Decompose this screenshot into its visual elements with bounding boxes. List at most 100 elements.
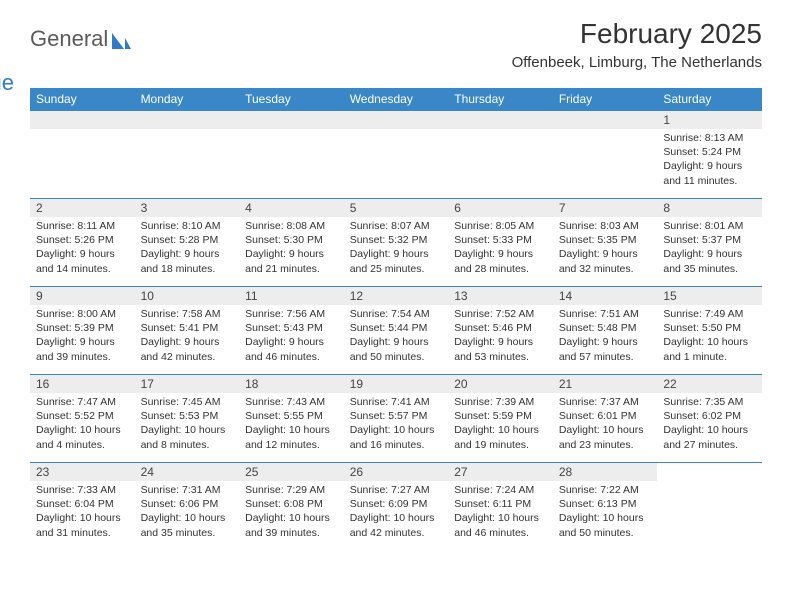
sunrise-text: Sunrise: 7:33 AM [36, 483, 129, 497]
day-number: 16 [30, 375, 135, 393]
daylight-text: and 25 minutes. [350, 262, 443, 276]
sunrise-text: Sunrise: 8:11 AM [36, 219, 129, 233]
day-number: 4 [239, 199, 344, 217]
calendar-cell: 7Sunrise: 8:03 AMSunset: 5:35 PMDaylight… [553, 199, 658, 287]
page: General Blue February 2025 Offenbeek, Li… [0, 0, 792, 551]
header-row: General Blue February 2025 Offenbeek, Li… [30, 18, 762, 78]
empty-day-bar [344, 111, 449, 129]
day-number: 13 [448, 287, 553, 305]
sunset-text: Sunset: 6:01 PM [559, 409, 652, 423]
calendar-cell: 16Sunrise: 7:47 AMSunset: 5:52 PMDayligh… [30, 375, 135, 463]
weekday-header: Thursday [448, 88, 553, 111]
sunrise-text: Sunrise: 7:49 AM [663, 307, 756, 321]
daylight-text: Daylight: 10 hours [36, 423, 129, 437]
calendar-cell: 4Sunrise: 8:08 AMSunset: 5:30 PMDaylight… [239, 199, 344, 287]
daylight-text: and 57 minutes. [559, 350, 652, 364]
calendar-week-row: 2Sunrise: 8:11 AMSunset: 5:26 PMDaylight… [30, 199, 762, 287]
day-data: Sunrise: 8:03 AMSunset: 5:35 PMDaylight:… [553, 217, 658, 278]
sunset-text: Sunset: 5:24 PM [663, 145, 756, 159]
page-title: February 2025 [512, 18, 762, 50]
day-data: Sunrise: 7:51 AMSunset: 5:48 PMDaylight:… [553, 305, 658, 366]
daylight-text: Daylight: 10 hours [454, 511, 547, 525]
day-data: Sunrise: 8:13 AMSunset: 5:24 PMDaylight:… [657, 129, 762, 190]
daylight-text: Daylight: 10 hours [454, 423, 547, 437]
calendar-cell [553, 111, 658, 199]
sunset-text: Sunset: 6:11 PM [454, 497, 547, 511]
day-data: Sunrise: 8:00 AMSunset: 5:39 PMDaylight:… [30, 305, 135, 366]
daylight-text: Daylight: 9 hours [454, 247, 547, 261]
daylight-text: Daylight: 9 hours [454, 335, 547, 349]
sunset-text: Sunset: 5:37 PM [663, 233, 756, 247]
calendar-cell: 3Sunrise: 8:10 AMSunset: 5:28 PMDaylight… [135, 199, 240, 287]
sunset-text: Sunset: 5:43 PM [245, 321, 338, 335]
sunrise-text: Sunrise: 7:35 AM [663, 395, 756, 409]
sunrise-text: Sunrise: 8:01 AM [663, 219, 756, 233]
calendar-cell: 5Sunrise: 8:07 AMSunset: 5:32 PMDaylight… [344, 199, 449, 287]
day-data: Sunrise: 7:37 AMSunset: 6:01 PMDaylight:… [553, 393, 658, 454]
calendar-cell: 13Sunrise: 7:52 AMSunset: 5:46 PMDayligh… [448, 287, 553, 375]
daylight-text: and 14 minutes. [36, 262, 129, 276]
daylight-text: and 35 minutes. [141, 526, 234, 540]
daylight-text: Daylight: 10 hours [350, 423, 443, 437]
day-data: Sunrise: 8:07 AMSunset: 5:32 PMDaylight:… [344, 217, 449, 278]
sunset-text: Sunset: 6:06 PM [141, 497, 234, 511]
calendar-cell: 22Sunrise: 7:35 AMSunset: 6:02 PMDayligh… [657, 375, 762, 463]
sunset-text: Sunset: 5:48 PM [559, 321, 652, 335]
daylight-text: and 39 minutes. [36, 350, 129, 364]
daylight-text: and 50 minutes. [350, 350, 443, 364]
sunrise-text: Sunrise: 8:10 AM [141, 219, 234, 233]
calendar-week-row: 16Sunrise: 7:47 AMSunset: 5:52 PMDayligh… [30, 375, 762, 463]
sunrise-text: Sunrise: 7:52 AM [454, 307, 547, 321]
sunset-text: Sunset: 5:41 PM [141, 321, 234, 335]
calendar-cell [657, 463, 762, 551]
daylight-text: and 31 minutes. [36, 526, 129, 540]
calendar-cell [30, 111, 135, 199]
daylight-text: and 46 minutes. [245, 350, 338, 364]
day-number: 2 [30, 199, 135, 217]
logo-text-general: General [30, 26, 108, 52]
calendar-cell: 14Sunrise: 7:51 AMSunset: 5:48 PMDayligh… [553, 287, 658, 375]
sunset-text: Sunset: 5:59 PM [454, 409, 547, 423]
weekday-header: Saturday [657, 88, 762, 111]
title-block: February 2025 Offenbeek, Limburg, The Ne… [512, 18, 762, 71]
calendar-cell [239, 111, 344, 199]
sunset-text: Sunset: 6:08 PM [245, 497, 338, 511]
daylight-text: Daylight: 10 hours [663, 423, 756, 437]
calendar-cell: 23Sunrise: 7:33 AMSunset: 6:04 PMDayligh… [30, 463, 135, 551]
weekday-header: Monday [135, 88, 240, 111]
sunset-text: Sunset: 5:33 PM [454, 233, 547, 247]
day-number: 9 [30, 287, 135, 305]
day-number: 27 [448, 463, 553, 481]
daylight-text: and 27 minutes. [663, 438, 756, 452]
sunset-text: Sunset: 5:44 PM [350, 321, 443, 335]
daylight-text: and 8 minutes. [141, 438, 234, 452]
daylight-text: and 21 minutes. [245, 262, 338, 276]
empty-day-bar [239, 111, 344, 129]
calendar-cell: 17Sunrise: 7:45 AMSunset: 5:53 PMDayligh… [135, 375, 240, 463]
logo-sail-icon [110, 31, 132, 51]
calendar-cell: 21Sunrise: 7:37 AMSunset: 6:01 PMDayligh… [553, 375, 658, 463]
day-data: Sunrise: 7:27 AMSunset: 6:09 PMDaylight:… [344, 481, 449, 542]
sunrise-text: Sunrise: 7:43 AM [245, 395, 338, 409]
calendar-cell: 12Sunrise: 7:54 AMSunset: 5:44 PMDayligh… [344, 287, 449, 375]
calendar-table: Sunday Monday Tuesday Wednesday Thursday… [30, 88, 762, 551]
day-data: Sunrise: 7:58 AMSunset: 5:41 PMDaylight:… [135, 305, 240, 366]
daylight-text: Daylight: 9 hours [141, 247, 234, 261]
sunset-text: Sunset: 5:39 PM [36, 321, 129, 335]
daylight-text: Daylight: 10 hours [663, 335, 756, 349]
day-data: Sunrise: 7:29 AMSunset: 6:08 PMDaylight:… [239, 481, 344, 542]
day-data: Sunrise: 8:11 AMSunset: 5:26 PMDaylight:… [30, 217, 135, 278]
calendar-cell: 24Sunrise: 7:31 AMSunset: 6:06 PMDayligh… [135, 463, 240, 551]
daylight-text: Daylight: 9 hours [663, 159, 756, 173]
calendar-cell: 26Sunrise: 7:27 AMSunset: 6:09 PMDayligh… [344, 463, 449, 551]
daylight-text: Daylight: 9 hours [350, 247, 443, 261]
day-data: Sunrise: 7:33 AMSunset: 6:04 PMDaylight:… [30, 481, 135, 542]
sunset-text: Sunset: 6:02 PM [663, 409, 756, 423]
calendar-cell [135, 111, 240, 199]
daylight-text: and 12 minutes. [245, 438, 338, 452]
calendar-cell: 27Sunrise: 7:24 AMSunset: 6:11 PMDayligh… [448, 463, 553, 551]
daylight-text: Daylight: 9 hours [141, 335, 234, 349]
empty-day-bar [135, 111, 240, 129]
day-number: 1 [657, 111, 762, 129]
calendar-cell: 15Sunrise: 7:49 AMSunset: 5:50 PMDayligh… [657, 287, 762, 375]
